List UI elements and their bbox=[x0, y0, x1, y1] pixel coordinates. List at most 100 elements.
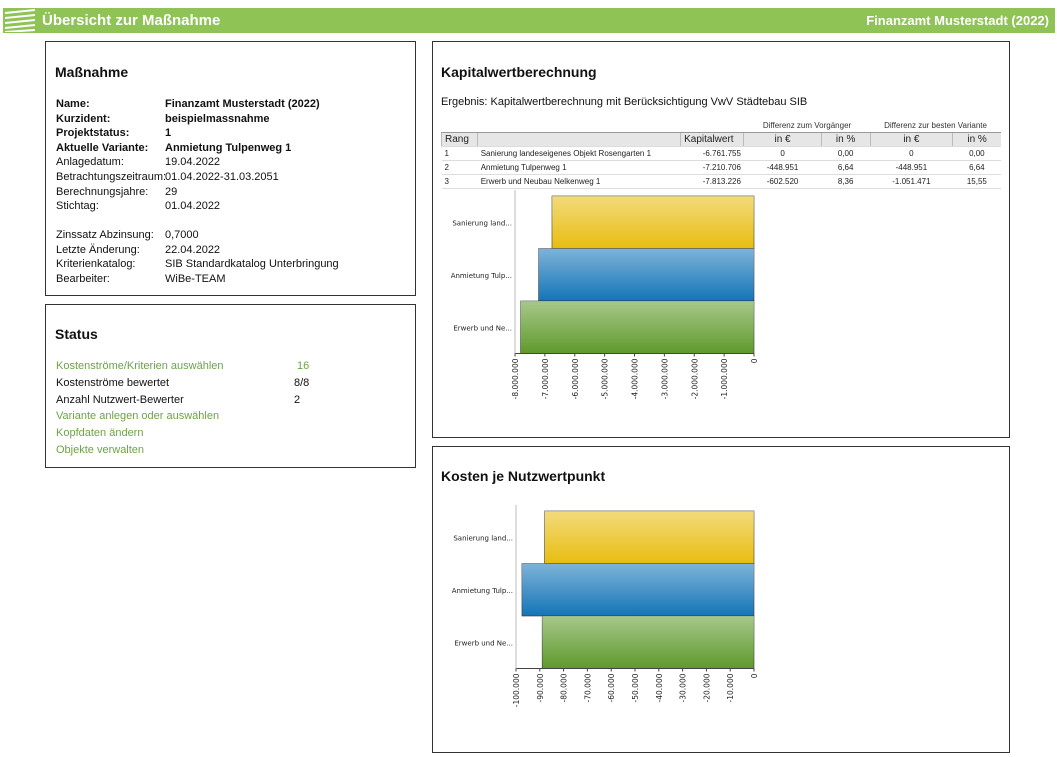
category-label: Erwerb und Ne... bbox=[454, 639, 513, 647]
field-value: Anmietung Tulpenweg 1 bbox=[165, 141, 292, 154]
status-link[interactable]: Objekte verwalten bbox=[56, 444, 145, 456]
table-cell: -6.761.755 bbox=[680, 146, 744, 161]
status-link[interactable]: Variante anlegen oder auswählen bbox=[56, 410, 220, 423]
column-header: in % bbox=[820, 132, 871, 147]
bar-shine bbox=[551, 196, 754, 249]
status-link[interactable]: Kostenströme/Kriterien auswählen bbox=[56, 360, 224, 372]
x-tick-label: -4.000.000 bbox=[631, 358, 640, 399]
table-cell: Erwerb und Neubau Nelkenweg 1 bbox=[477, 174, 681, 189]
header-cell bbox=[477, 132, 681, 147]
field-label: Zinssatz Abzinsung: bbox=[56, 229, 154, 241]
result-table: Differenz zum Vorgänger Differenz zur bes… bbox=[440, 119, 1001, 189]
table-cell: 1 bbox=[441, 146, 478, 161]
category-label: Erwerb und Ne... bbox=[453, 324, 512, 332]
table-cell: -7.210.706 bbox=[680, 160, 744, 175]
table-cell: 0,00 bbox=[952, 146, 1001, 161]
table-row: 3 Erwerb und Neubau Nelkenweg 1 -7.813.226… bbox=[441, 174, 1001, 189]
bar-shine bbox=[538, 248, 754, 301]
field-value: beispielmassnahme bbox=[165, 112, 270, 125]
column-header: Rang bbox=[440, 132, 478, 147]
column-header: in % bbox=[952, 132, 1001, 147]
category-label: Anmietung Tulp... bbox=[451, 272, 512, 280]
field-label: Anlagedatum: bbox=[56, 156, 124, 169]
field-label: Name: bbox=[56, 98, 90, 110]
table-cell: 2 bbox=[441, 160, 478, 175]
x-tick-label: -50.000 bbox=[631, 673, 640, 702]
panel-title: Status bbox=[55, 326, 98, 342]
field-value: 22.04.2022 bbox=[165, 243, 221, 256]
table-cell: 0 bbox=[743, 146, 822, 161]
field-label: Aktuelle Variante: bbox=[56, 141, 149, 154]
header-right: Finanzamt Musterstadt (2022) bbox=[866, 13, 1049, 28]
x-tick-label: -10.000 bbox=[726, 673, 735, 702]
x-tick-label: -80.000 bbox=[560, 673, 569, 702]
field-value: 01.04.2022-31.03.2051 bbox=[165, 171, 279, 183]
x-tick-label: -20.000 bbox=[702, 673, 711, 702]
category-label: Sanierung land... bbox=[452, 219, 512, 227]
category-label: Anmietung Tulp... bbox=[452, 587, 513, 595]
field-label: Kurzident: bbox=[56, 112, 111, 125]
field-label: Projektstatus: bbox=[56, 127, 130, 140]
table-header-row: Rang Kapitalwert in € in % in € in % bbox=[440, 132, 1001, 147]
field-value: Finanzamt Musterstadt (2022) bbox=[165, 98, 320, 110]
table-row: 1 Sanierung landeseigenes Objekt Rosengar… bbox=[441, 146, 1001, 161]
subtitle: Ergebnis: Kapitalwertberechnung mit Berü… bbox=[441, 96, 808, 108]
table-cell: 0 bbox=[870, 146, 953, 161]
x-tick-label: -90.000 bbox=[536, 673, 545, 702]
table-cell: -448.951 bbox=[743, 160, 822, 175]
field-label: Letzte Änderung: bbox=[56, 243, 140, 256]
status-panel bbox=[45, 304, 416, 468]
x-tick-label: -60.000 bbox=[607, 673, 616, 702]
bar-shine bbox=[544, 511, 754, 564]
table-cell: Sanierung landeseigenes Objekt Rosengart… bbox=[477, 146, 681, 161]
table-row: 2 Anmietung Tulpenweg 1 -7.210.706 -448.951… bbox=[441, 160, 1001, 175]
field-value: WiBe-TEAM bbox=[165, 272, 226, 285]
x-tick-label: -100.000 bbox=[512, 673, 521, 707]
massnahme-panel bbox=[45, 41, 416, 296]
panel-title: Kosten je Nutzwertpunkt bbox=[441, 468, 606, 484]
field-value: 0,7000 bbox=[165, 229, 199, 241]
header-bar bbox=[3, 8, 1055, 33]
logo bbox=[5, 9, 36, 32]
table-cell: 6,64 bbox=[821, 160, 871, 175]
table-cell: Anmietung Tulpenweg 1 bbox=[477, 160, 681, 175]
table-cell: 15,55 bbox=[952, 174, 1001, 189]
x-tick-label: -7.000.000 bbox=[541, 358, 550, 399]
status-value: 2 bbox=[294, 393, 301, 406]
field-label: Betrachtungszeitraum: bbox=[56, 171, 167, 183]
bar-shine bbox=[542, 616, 754, 669]
table-cell: -1.051.471 bbox=[870, 174, 953, 189]
field-value: 01.04.2022 bbox=[165, 200, 221, 213]
table-cell: 8,36 bbox=[821, 174, 871, 189]
status-label: Kostenströme bewertet bbox=[56, 376, 170, 389]
group-header: Differenz zum Vorgänger bbox=[743, 119, 871, 133]
x-tick-label: -1.000.000 bbox=[720, 358, 729, 399]
table-cell: 0,00 bbox=[821, 146, 871, 161]
x-tick-label: -70.000 bbox=[583, 673, 592, 702]
panel-title: Kapitalwertberechnung bbox=[441, 64, 597, 80]
field-label: Stichtag: bbox=[56, 200, 99, 213]
field-label: Kriterienkatalog: bbox=[56, 258, 136, 271]
field-value: SIB Standardkatalog Unterbringung bbox=[165, 258, 339, 271]
x-tick-label: -40.000 bbox=[655, 673, 664, 702]
x-tick-label: 0 bbox=[750, 673, 759, 678]
header-cell bbox=[441, 119, 744, 133]
field-value: 29 bbox=[165, 185, 178, 198]
bar-shine bbox=[521, 563, 754, 616]
table-header-row: Differenz zum Vorgänger Differenz zur bes… bbox=[441, 119, 1001, 133]
table-cell: -7.813.226 bbox=[680, 174, 744, 189]
field-label: Bearbeiter: bbox=[56, 272, 110, 285]
column-header: Kapitalwert bbox=[680, 132, 744, 147]
x-tick-label: -3.000.000 bbox=[660, 358, 669, 399]
x-tick-label: 0 bbox=[750, 358, 759, 363]
header-title: Übersicht zur Maßnahme bbox=[42, 12, 221, 29]
field-value: 1 bbox=[165, 127, 172, 140]
x-tick-label: -8.000.000 bbox=[511, 358, 520, 399]
status-label: Anzahl Nutzwert-Bewerter bbox=[56, 393, 184, 406]
column-header: in € bbox=[743, 132, 822, 147]
panel-title: Maßnahme bbox=[55, 64, 129, 80]
status-link[interactable]: Kopfdaten ändern bbox=[56, 427, 144, 440]
field-label: Berechnungsjahre: bbox=[56, 185, 149, 198]
